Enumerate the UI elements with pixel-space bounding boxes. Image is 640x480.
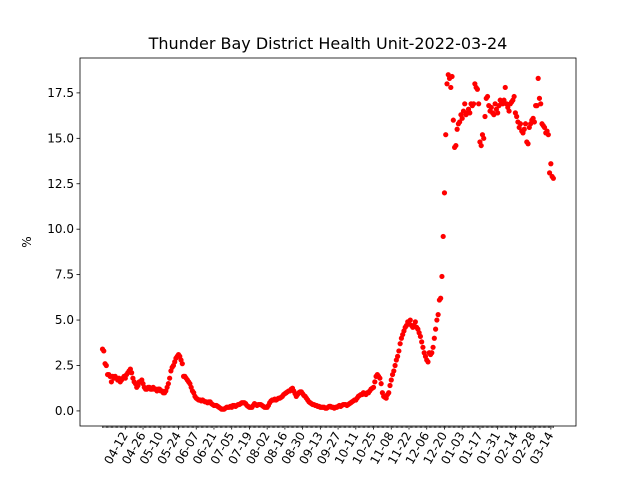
data-point: [488, 104, 494, 111]
data-point: [392, 362, 398, 369]
data-point: [167, 375, 173, 381]
data-point: [454, 126, 460, 132]
y-tick-label: 0.0: [55, 404, 74, 418]
data-point: [425, 359, 431, 365]
data-point: [420, 344, 426, 350]
data-point: [478, 142, 484, 149]
data-point: [476, 101, 482, 107]
data-point: [430, 344, 436, 350]
y-tick-label: 2.5: [55, 358, 74, 372]
data-point: [378, 381, 384, 387]
y-tick-label: 15.0: [47, 131, 74, 145]
data-point: [546, 170, 553, 176]
chart-title: Thunder Bay District Health Unit-2022-03…: [148, 34, 508, 53]
data-point: [397, 341, 403, 347]
data-point: [103, 362, 109, 369]
data-point: [444, 81, 450, 87]
data-point: [412, 319, 418, 325]
data-point: [391, 368, 397, 374]
data-point: [470, 101, 477, 107]
data-point: [514, 113, 520, 120]
data-point: [484, 93, 491, 100]
data-point: [396, 348, 402, 354]
data-point: [522, 121, 529, 127]
y-tick-label: 12.5: [47, 177, 74, 191]
data-point: [387, 382, 393, 389]
data-point: [438, 295, 444, 301]
data-point: [525, 141, 531, 147]
data-point: [433, 326, 439, 332]
data-point: [474, 86, 480, 92]
data-point: [377, 375, 383, 381]
data-point: [459, 115, 465, 121]
data-point: [481, 135, 487, 141]
data-point: [453, 142, 459, 149]
data-point: [521, 126, 527, 132]
data-point: [372, 379, 378, 385]
data-point: [441, 190, 448, 196]
y-tick-label: 17.5: [47, 86, 74, 100]
data-point: [435, 312, 441, 318]
data-point: [449, 73, 455, 80]
data-point: [108, 379, 114, 385]
data-point: [386, 390, 392, 396]
data-point: [439, 273, 445, 280]
data-point: [443, 132, 449, 138]
data-point: [482, 113, 488, 120]
data-point: [550, 175, 556, 181]
data-point: [419, 339, 425, 345]
data-point: [462, 101, 468, 107]
data-point: [407, 317, 413, 323]
data-point: [517, 121, 524, 127]
data-point: [388, 377, 394, 383]
data-point: [450, 117, 456, 123]
y-tick-label: 10.0: [47, 222, 74, 236]
data-point: [531, 119, 537, 125]
data-point: [535, 75, 541, 81]
data-point: [417, 333, 424, 340]
data-point: [129, 370, 135, 376]
y-tick-label: 7.5: [55, 268, 74, 282]
y-axis-label: %: [20, 236, 34, 247]
data-point: [179, 361, 185, 367]
data-point: [431, 335, 437, 341]
plot-frame: [79, 57, 577, 427]
data-point: [548, 161, 554, 167]
y-tick-label: 5.0: [55, 313, 74, 327]
data-point: [511, 93, 517, 100]
data-point: [541, 124, 548, 131]
data-point: [429, 350, 435, 356]
data-point: [101, 348, 107, 354]
data-point: [538, 101, 544, 107]
data-point: [434, 317, 440, 323]
data-point: [467, 110, 473, 116]
data-point: [440, 233, 446, 240]
data-point: [165, 381, 171, 387]
data-point: [370, 384, 377, 390]
data-point: [395, 353, 401, 359]
data-point: [457, 119, 463, 125]
data-point: [536, 95, 543, 101]
data-point: [448, 84, 454, 91]
data-point: [545, 132, 551, 138]
data-point: [506, 108, 512, 114]
data-point: [495, 110, 501, 116]
data-point: [501, 97, 507, 103]
data-point: [502, 84, 508, 91]
